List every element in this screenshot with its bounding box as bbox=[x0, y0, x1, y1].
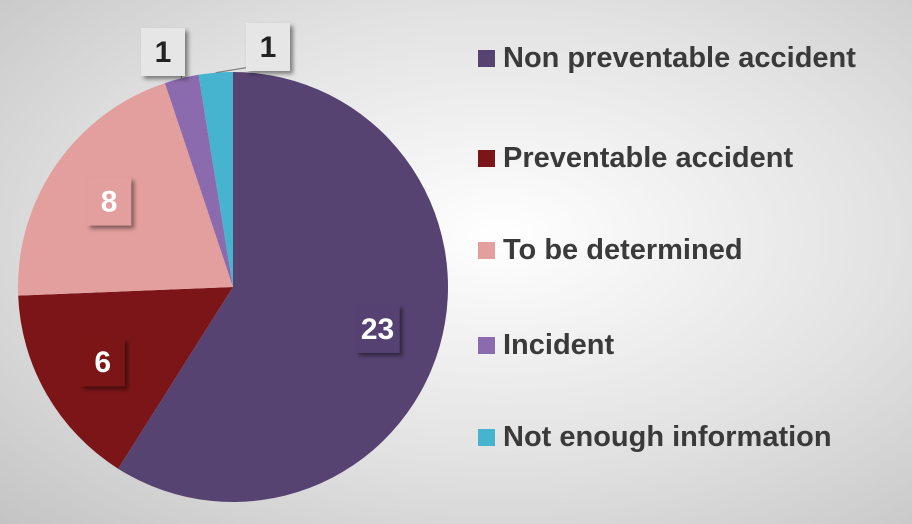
legend-item: Incident bbox=[478, 327, 878, 363]
value-label: 23 bbox=[361, 313, 394, 346]
legend-label: Non preventable accident bbox=[503, 42, 856, 74]
pie-slice bbox=[164, 74, 233, 287]
label-box bbox=[87, 177, 132, 226]
pie-slice bbox=[198, 72, 233, 287]
legend-label: Not enough information bbox=[503, 421, 832, 453]
legend-item: Preventable accident bbox=[478, 140, 878, 176]
pie-slice bbox=[18, 287, 234, 469]
legend-swatch bbox=[478, 337, 495, 354]
legend-swatch bbox=[478, 242, 495, 259]
pie-slice bbox=[118, 72, 448, 502]
label-box bbox=[355, 304, 400, 353]
legend-item: Not enough information bbox=[478, 419, 878, 455]
legend-label: Preventable accident bbox=[503, 142, 794, 174]
legend-item: To be determined bbox=[478, 232, 878, 268]
value-label: 8 bbox=[101, 185, 118, 218]
legend-label: Incident bbox=[503, 329, 615, 361]
label-box bbox=[80, 338, 125, 387]
legend-swatch bbox=[478, 429, 495, 446]
legend-item: Non preventable accident bbox=[478, 40, 878, 76]
leader-line bbox=[215, 66, 251, 74]
value-label: 1 bbox=[155, 36, 172, 69]
label-box bbox=[141, 28, 185, 76]
legend-swatch bbox=[478, 50, 495, 67]
legend-label: To be determined bbox=[503, 234, 743, 266]
value-label: 6 bbox=[94, 346, 111, 379]
value-label: 1 bbox=[260, 31, 277, 64]
label-box bbox=[246, 23, 290, 71]
legend-swatch bbox=[478, 150, 495, 167]
